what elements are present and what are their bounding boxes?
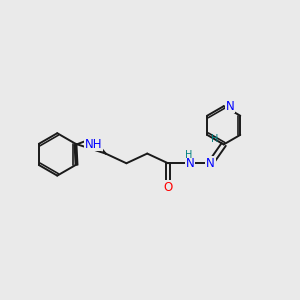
Text: N: N: [185, 157, 194, 170]
Text: H: H: [211, 134, 218, 144]
Text: H: H: [185, 150, 192, 160]
Text: N: N: [226, 100, 235, 113]
Text: N: N: [206, 157, 215, 170]
Text: O: O: [164, 181, 173, 194]
Text: NH: NH: [84, 137, 102, 151]
